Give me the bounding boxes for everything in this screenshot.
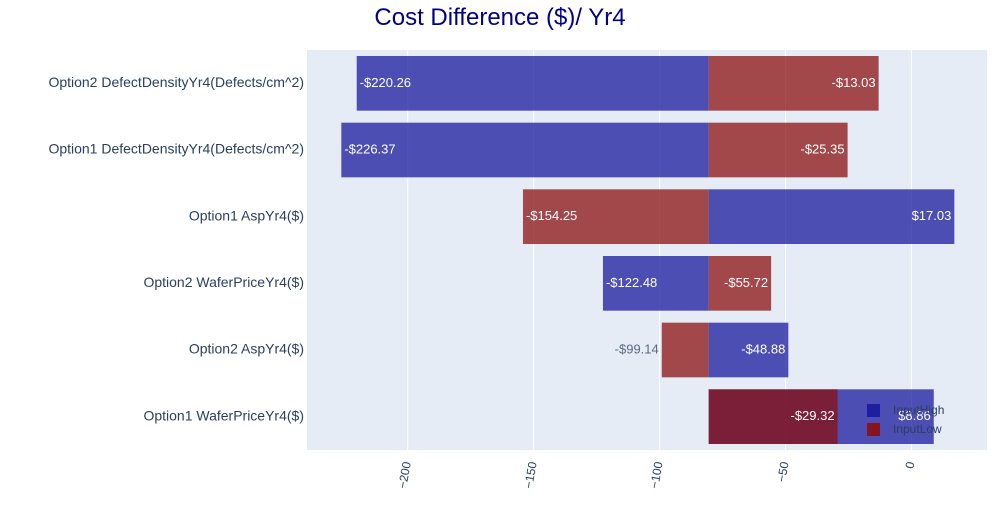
legend-label-inputhigh[interactable]: InputHigh [893, 403, 944, 417]
bar-inputlow-1 [708, 122, 848, 178]
bar-inputlow-4 [661, 322, 709, 378]
data-label-inputhigh: -$226.37 [344, 141, 395, 156]
legend-swatch-inputlow[interactable] [867, 423, 880, 436]
category-labels: Option2 DefectDensityYr4(Defects/cm^2) Op… [48, 74, 304, 423]
x-tick-label: −50 [774, 460, 791, 483]
x-tick-labels: −200 −150 −100 −50 0 [395, 460, 917, 489]
legend-swatch-inputhigh[interactable] [867, 404, 880, 417]
legend[interactable]: InputHigh InputLow [867, 403, 944, 436]
bar-inputlow-5 [708, 389, 838, 444]
plot-area [307, 50, 987, 450]
x-tick-label: −150 [521, 460, 540, 489]
category-label: Option1 AspYr4($) [189, 207, 304, 223]
category-label: Option1 WaferPriceYr4($) [143, 407, 304, 423]
data-label-inputhigh: -$48.88 [741, 341, 785, 356]
data-label-inputlow: -$29.32 [791, 408, 835, 423]
x-tick-label: −100 [647, 460, 666, 489]
category-label: Option2 AspYr4($) [189, 341, 304, 357]
chart-title: Cost Difference ($)/ Yr4 [374, 4, 625, 31]
category-label: Option1 DefectDensityYr4(Defects/cm^2) [48, 141, 304, 157]
data-label-inputhigh: -$122.48 [606, 275, 657, 290]
grid-layer [407, 50, 912, 450]
data-label-inputlow: -$25.35 [801, 141, 845, 156]
data-label-inputlow: -$55.72 [724, 275, 768, 290]
bar-inputlow-0 [708, 56, 879, 111]
data-label-inputhigh: $8.86 [898, 408, 931, 423]
data-label-inputhigh: -$220.26 [360, 75, 411, 90]
data-label-inputlow: -$13.03 [832, 75, 876, 90]
bar-inputlow-2 [522, 189, 709, 244]
data-label-inputlow: -$154.25 [526, 208, 577, 223]
data-label-inputhigh: $17.03 [912, 208, 952, 223]
category-label: Option2 DefectDensityYr4(Defects/cm^2) [48, 74, 304, 90]
bar-inputhigh-0 [356, 56, 709, 111]
x-tick-label: 0 [903, 460, 918, 469]
bar-inputhigh-4 [708, 322, 789, 378]
x-tick-label: −200 [395, 460, 414, 489]
category-label: Option2 WaferPriceYr4($) [143, 274, 304, 290]
bar-inputlow-3 [708, 256, 772, 311]
bar-inputhigh-3 [602, 256, 709, 311]
label-layer: -$220.26 -$13.03 -$226.37 -$25.35 $17.03 -$15… [344, 75, 951, 423]
bar-layer [341, 56, 955, 444]
legend-label-inputlow[interactable]: InputLow [893, 422, 942, 436]
data-label-inputlow: -$99.14 [615, 341, 659, 356]
bar-inputhigh-1 [341, 122, 709, 178]
bar-inputhigh-2 [708, 189, 955, 244]
